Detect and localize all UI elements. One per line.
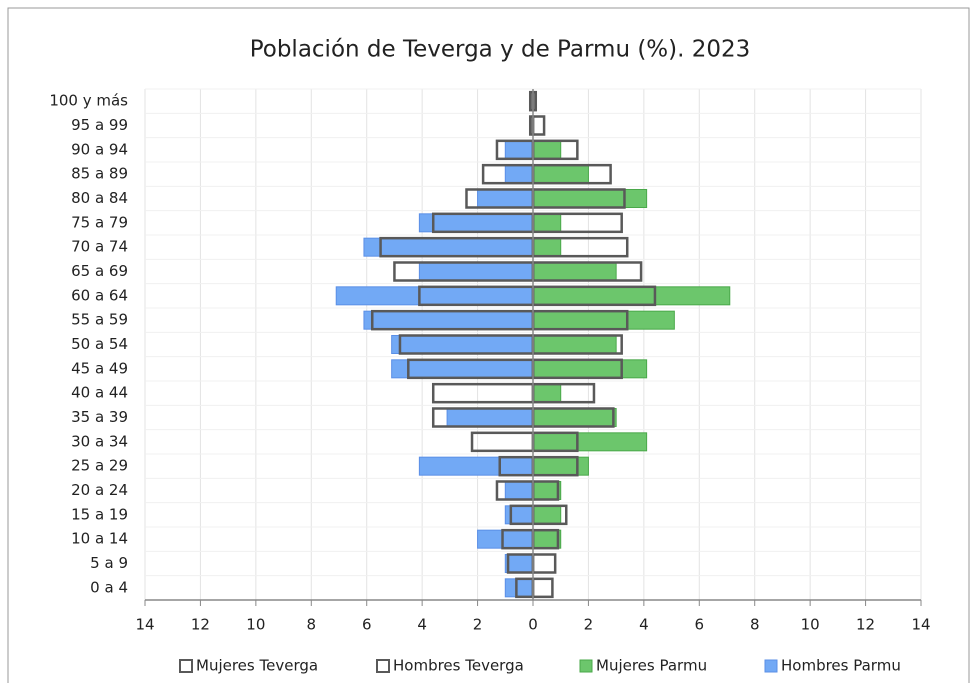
bar [391, 359, 534, 379]
y-tick-label: 90 a 94 [71, 140, 128, 158]
y-tick-label: 5 a 9 [90, 554, 128, 572]
y-tick-label: 0 a 4 [90, 578, 128, 596]
bar [532, 334, 617, 355]
bar [504, 553, 534, 574]
y-tick-label: 50 a 54 [71, 335, 128, 353]
legend-label: Hombres Teverga [393, 657, 524, 675]
bar [391, 334, 534, 355]
x-tick-label: 12 [856, 616, 875, 634]
x-tick-label: 8 [750, 616, 760, 634]
bar [532, 286, 731, 306]
bar [532, 261, 617, 282]
bar [418, 213, 534, 233]
bar [532, 188, 648, 209]
y-tick-label: 20 a 24 [71, 481, 128, 499]
bar [532, 456, 589, 476]
y-tick-label: 95 a 99 [71, 116, 128, 134]
bar [335, 286, 534, 306]
x-tick-label: 10 [246, 616, 265, 634]
bar [477, 529, 534, 549]
legend-swatch [764, 659, 778, 673]
x-tick-label: 14 [135, 616, 154, 634]
bar [532, 310, 675, 330]
y-tick-label: 60 a 64 [71, 286, 128, 304]
y-tick-label: 85 a 89 [71, 165, 128, 183]
x-tick-label: 8 [307, 616, 317, 634]
y-tick-label: 100 y más [49, 92, 128, 110]
bar [363, 237, 534, 257]
legend-swatch [179, 659, 193, 673]
bar [446, 407, 534, 428]
bar [532, 164, 589, 184]
y-tick-label: 10 a 14 [71, 530, 128, 548]
x-tick-label: 14 [911, 616, 930, 634]
bar [532, 359, 648, 379]
y-tick-label: 55 a 59 [71, 311, 128, 329]
y-tick-label: 45 a 49 [71, 359, 128, 377]
y-tick-label: 15 a 19 [71, 505, 128, 523]
bar [532, 237, 562, 257]
x-tick-label: 2 [584, 616, 594, 634]
x-tick-label: 0 [528, 616, 538, 634]
x-tick-label: 4 [639, 616, 649, 634]
x-tick-label: 6 [362, 616, 372, 634]
bar [477, 188, 534, 209]
bar [504, 578, 534, 598]
bar [532, 213, 562, 233]
y-tick-label: 70 a 74 [71, 238, 128, 256]
bar [504, 164, 534, 184]
bar [504, 480, 534, 501]
y-tick-label: 25 a 29 [71, 457, 128, 475]
bar [504, 140, 534, 160]
bar [532, 505, 562, 525]
y-tick-label: 30 a 34 [71, 432, 128, 450]
legend-label: Mujeres Parmu [596, 657, 707, 675]
bar [532, 480, 562, 501]
bar [418, 261, 534, 282]
x-tick-label: 4 [417, 616, 427, 634]
legend-swatch [579, 659, 593, 673]
bar [532, 432, 648, 452]
legend-label: Mujeres Teverga [196, 657, 318, 675]
bar [418, 456, 534, 476]
y-tick-label: 75 a 79 [71, 213, 128, 231]
y-tick-label: 65 a 69 [71, 262, 128, 280]
bar [532, 529, 562, 549]
bar [532, 407, 617, 428]
bar [532, 140, 562, 160]
bar [504, 505, 534, 525]
x-tick-label: 12 [191, 616, 210, 634]
x-tick-label: 2 [473, 616, 483, 634]
chart-title: Población de Teverga y de Parmu (%). 202… [250, 37, 751, 63]
legend-swatch [376, 659, 390, 673]
legend-label: Hombres Parmu [781, 657, 901, 675]
y-tick-label: 80 a 84 [71, 189, 128, 207]
bar [363, 310, 534, 330]
y-tick-label: 40 a 44 [71, 384, 128, 402]
bar [532, 383, 562, 403]
x-tick-label: 6 [695, 616, 705, 634]
y-tick-label: 35 a 39 [71, 408, 128, 426]
x-tick-label: 10 [801, 616, 820, 634]
